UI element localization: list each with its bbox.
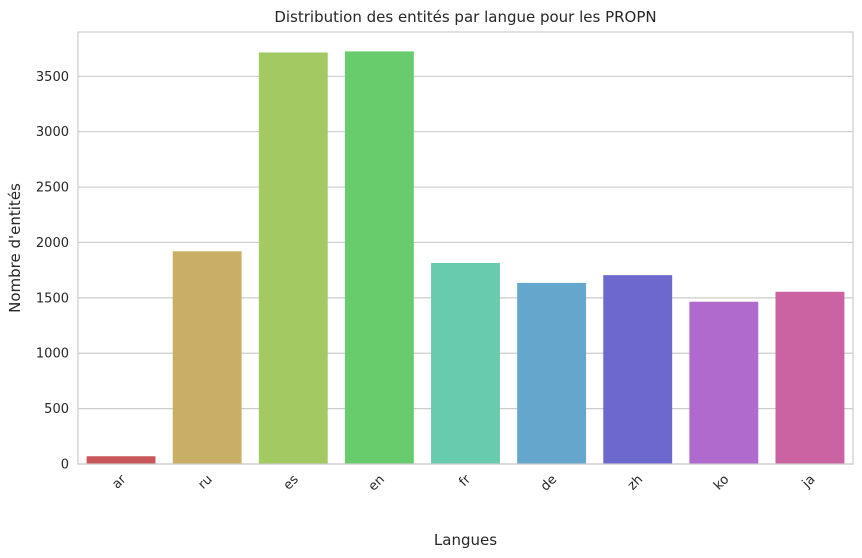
x-tick-label-es: es: [281, 472, 302, 493]
x-tick-label-ar: ar: [110, 472, 130, 492]
x-axis-title: Langues: [434, 531, 497, 549]
x-tick-label-fr: fr: [456, 472, 474, 490]
bars: [86, 51, 845, 465]
x-tick-label-ko: ko: [711, 472, 732, 493]
y-tick-label: 1000: [36, 347, 69, 362]
y-tick-label: 0: [61, 458, 69, 473]
y-tick-label: 1500: [36, 291, 69, 306]
x-tick-label-ru: ru: [195, 472, 215, 492]
x-tick-label-ja: ja: [799, 472, 819, 492]
bar-es: [258, 52, 328, 464]
plot-frame: [77, 31, 854, 465]
bar-fr: [431, 262, 500, 464]
bar-ja: [775, 291, 845, 464]
y-axis-title: Nombre d'entités: [6, 183, 24, 313]
x-tick-label-en: en: [366, 472, 388, 494]
y-tick-label: 2000: [36, 236, 69, 251]
bar-ru: [172, 251, 242, 464]
bar-en: [344, 51, 414, 465]
x-tick-labels: ar ru es en fr de zh ko ja: [110, 472, 819, 495]
y-tick-label: 3500: [36, 70, 69, 85]
y-tick-labels: 0 500 1000 1500 2000 2500 3000 3500: [36, 70, 69, 473]
y-tick-label: 2500: [36, 181, 69, 196]
bar-zh: [603, 275, 673, 464]
x-tick-label-zh: zh: [625, 472, 646, 493]
y-tick-label: 3000: [36, 125, 69, 140]
bar-ar: [86, 456, 156, 464]
bar-de: [517, 282, 587, 464]
bar-ko: [689, 301, 759, 464]
y-tick-label: 500: [44, 402, 69, 417]
x-tick-label-de: de: [538, 472, 560, 494]
chart-title: Distribution des entités par langue pour…: [274, 8, 656, 26]
